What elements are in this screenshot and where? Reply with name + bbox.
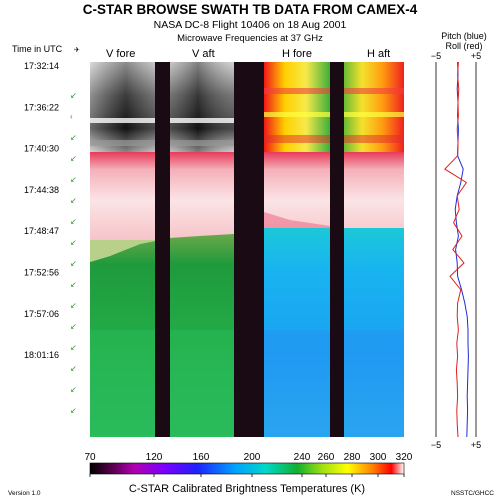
wind-arrow-icon: ↙	[70, 343, 77, 352]
wind-arrow-icon: ↙	[70, 280, 77, 289]
credit-label: NSSTC/GHCC	[451, 490, 494, 497]
aircraft-icon: ✈	[74, 47, 80, 54]
time-axis-label: Time in UTC	[12, 44, 63, 54]
colorbar-tick-label: 200	[244, 452, 261, 463]
channel-label-v-fore: V fore	[106, 48, 135, 60]
time-ticks: 17:32:14 17:36:22 17:40:30 17:44:38 17:48:47…	[24, 61, 59, 360]
attitude-traces	[444, 61, 469, 438]
version-label: Version 1.0	[8, 490, 41, 497]
chart-title: C-STAR BROWSE SWATH TB DATA FROM CAMEX-4	[82, 2, 418, 17]
wind-arrow-icon: ↙	[70, 196, 77, 205]
wind-arrow-icon: ↙	[70, 385, 77, 394]
wind-arrow-icon: ↙	[70, 364, 77, 373]
time-tick-label: 17:48:47	[24, 226, 59, 236]
attitude-scale-min-top: −5	[431, 51, 441, 61]
colorbar-tick-label: 240	[294, 452, 311, 463]
channel-label-v-aft: V aft	[192, 48, 215, 60]
gap-h-fore-aft	[330, 62, 344, 437]
channel-label-h-fore: H fore	[282, 48, 312, 60]
frequency-subtitle: Microwave Frequencies at 37 GHz	[177, 33, 323, 44]
wind-arrow-icon: ↙	[70, 133, 77, 142]
wind-arrow-icon: ↙	[70, 301, 77, 310]
attitude-label-roll: Roll (red)	[445, 41, 482, 51]
channel-label-h-aft: H aft	[367, 48, 390, 60]
attitude-scale-max-top: +5	[471, 51, 481, 61]
time-tick-label: 17:32:14	[24, 61, 59, 71]
gap-v-fore-aft	[155, 62, 170, 437]
chart-subtitle: NASA DC-8 Flight 10406 on 18 Aug 2001	[153, 19, 347, 31]
gap-v-h	[234, 62, 264, 437]
wind-arrow-icon: ‹	[70, 112, 73, 121]
colorbar-label: C-STAR Calibrated Brightness Temperature…	[129, 483, 365, 495]
colorbar-ticks: 70 120 160 200 240 260 280 300 320	[84, 452, 413, 477]
time-tick-label: 17:40:30	[24, 144, 59, 154]
time-tick-label: 17:36:22	[24, 102, 59, 112]
wind-arrow-icon: ↙	[70, 406, 77, 415]
colorbar-tick-label: 260	[318, 452, 335, 463]
wind-arrows: ↙ ‹ ↙ ↙ ↙ ↙ ↙ ↙ ↙ ↙ ↙ ↙ ↙ ↙ ↙ ↙	[70, 91, 77, 415]
colorbar	[89, 462, 405, 475]
wind-arrow-icon: ↙	[70, 259, 77, 268]
time-tick-label: 18:01:16	[24, 350, 59, 360]
wind-arrow-icon: ↙	[70, 238, 77, 247]
wind-arrow-icon: ↙	[70, 91, 77, 100]
time-tick-label: 17:52:56	[24, 268, 59, 278]
colorbar-tick-label: 280	[344, 452, 361, 463]
wind-arrow-icon: ↙	[70, 322, 77, 331]
wind-arrow-icon: ↙	[70, 175, 77, 184]
attitude-scale-max-bottom: +5	[471, 440, 481, 450]
colorbar-tick-label: 160	[193, 452, 210, 463]
colorbar-tick-label: 320	[396, 452, 413, 463]
colorbar-tick-label: 70	[84, 452, 96, 463]
pitch-trace	[454, 61, 469, 438]
roll-trace	[444, 61, 468, 438]
wind-arrow-icon: ↙	[70, 154, 77, 163]
time-tick-label: 17:57:06	[24, 309, 59, 319]
colorbar-tick-label: 120	[146, 452, 163, 463]
wind-arrow-icon: ↙	[70, 217, 77, 226]
attitude-label-pitch: Pitch (blue)	[441, 31, 487, 41]
time-tick-label: 17:44:38	[24, 185, 59, 195]
attitude-scale-min-bottom: −5	[431, 440, 441, 450]
colorbar-tick-label: 300	[370, 452, 387, 463]
